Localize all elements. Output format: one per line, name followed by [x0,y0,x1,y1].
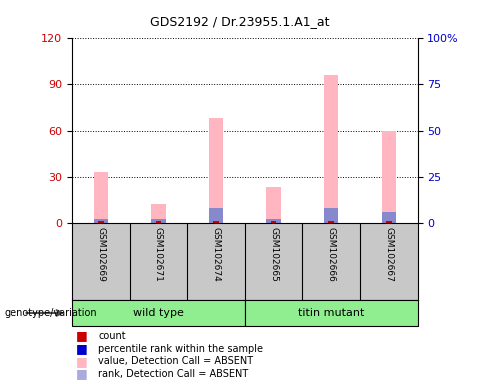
Bar [94,219,108,223]
FancyBboxPatch shape [245,300,418,326]
Text: GSM102667: GSM102667 [384,227,393,281]
Text: GSM102669: GSM102669 [96,227,105,281]
Bar [266,219,281,223]
Text: titin mutant: titin mutant [298,308,364,318]
Text: ■: ■ [76,329,87,343]
Bar [151,204,166,223]
Bar [324,75,338,223]
Text: genotype/variation: genotype/variation [5,308,97,318]
Bar [213,221,219,223]
Text: ■: ■ [76,342,87,355]
Bar [386,221,392,223]
FancyBboxPatch shape [72,300,245,326]
Bar [209,208,223,223]
Bar [151,219,166,223]
Bar [271,221,276,223]
Bar [156,221,161,223]
Bar [94,172,108,223]
Bar [382,131,396,223]
Text: count: count [98,331,126,341]
Bar [266,187,281,223]
Bar [382,212,396,223]
Text: GSM102671: GSM102671 [154,227,163,281]
Text: GDS2192 / Dr.23955.1.A1_at: GDS2192 / Dr.23955.1.A1_at [150,15,330,28]
Text: GSM102674: GSM102674 [212,227,220,281]
Text: ■: ■ [76,367,87,381]
Text: value, Detection Call = ABSENT: value, Detection Call = ABSENT [98,356,253,366]
Text: ■: ■ [76,355,87,368]
Text: percentile rank within the sample: percentile rank within the sample [98,344,264,354]
Text: GSM102665: GSM102665 [269,227,278,281]
Text: wild type: wild type [133,308,184,318]
Text: GSM102666: GSM102666 [327,227,336,281]
Bar [328,221,334,223]
Bar [324,208,338,223]
Text: rank, Detection Call = ABSENT: rank, Detection Call = ABSENT [98,369,249,379]
Bar [98,221,104,223]
Bar [209,118,223,223]
